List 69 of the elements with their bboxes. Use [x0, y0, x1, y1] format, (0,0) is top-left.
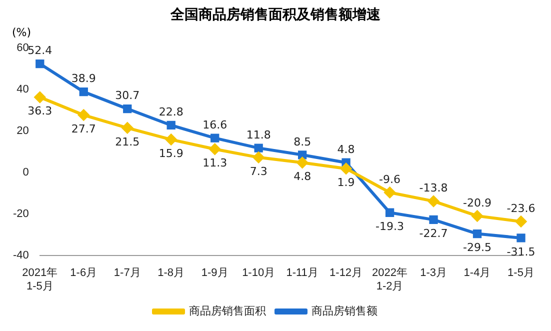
data-label: 27.7 — [71, 122, 96, 136]
point — [340, 163, 352, 174]
point — [210, 134, 220, 142]
x-tick-label: 1-5月 — [508, 267, 534, 280]
legend-label: 商品房销售面积 — [189, 304, 266, 318]
y-tick-label: 20 — [16, 125, 29, 138]
data-label: -22.7 — [419, 227, 448, 240]
data-label: -29.5 — [463, 241, 492, 254]
point — [166, 134, 177, 146]
point — [516, 216, 526, 228]
data-label: 38.9 — [71, 72, 96, 86]
x-tick-label: 1-12月 — [330, 267, 363, 280]
point — [78, 110, 90, 121]
x-tick-label: 1-8月 — [158, 267, 185, 280]
y-tick-label: 0 — [22, 166, 29, 179]
point — [166, 120, 176, 130]
x-tick-label: 1-9月 — [201, 267, 228, 280]
x-tick-label: 1-6月 — [70, 267, 98, 280]
x-tick-label: 1-11月 — [286, 267, 318, 280]
data-label: 16.6 — [202, 118, 228, 132]
x-tick-label: 2021年 1-5月 — [22, 267, 58, 292]
data-label: 15.9 — [158, 146, 184, 160]
point — [516, 234, 526, 242]
data-label: 4.8 — [294, 170, 312, 183]
data-label: -9.6 — [379, 172, 401, 186]
data-label: 11.8 — [246, 128, 271, 142]
data-label: -31.5 — [506, 245, 536, 258]
y-tick-label: -20 — [12, 208, 29, 220]
point — [123, 104, 132, 114]
y-tick-label: 60 — [16, 42, 29, 54]
data-label: -23.6 — [506, 202, 536, 215]
point — [472, 210, 483, 222]
data-label: 8.5 — [294, 135, 312, 148]
data-label: -19.3 — [376, 220, 404, 233]
point — [79, 87, 88, 96]
data-label: 36.3 — [28, 104, 52, 118]
x-tick-label: 2022年 1-2月 — [372, 267, 408, 292]
data-label: 30.7 — [115, 89, 140, 102]
y-tick-label: 40 — [16, 84, 29, 96]
x-tick-label: 1-10月 — [242, 267, 276, 280]
x-tick-label: 1-4月 — [464, 267, 491, 280]
point — [298, 150, 307, 160]
data-label: 1.9 — [337, 176, 355, 189]
point — [384, 186, 396, 198]
data-label: 7.3 — [250, 164, 268, 178]
data-label: 22.8 — [158, 106, 184, 119]
point — [34, 92, 46, 103]
point — [429, 215, 438, 224]
x-tick-label: 1-3月 — [420, 267, 447, 280]
data-label: 21.5 — [115, 135, 140, 148]
point — [122, 122, 133, 134]
point — [36, 59, 44, 68]
point — [209, 144, 220, 155]
data-label: -20.9 — [463, 196, 492, 210]
point — [428, 196, 440, 207]
point — [296, 157, 308, 168]
data-label: 4.8 — [337, 142, 355, 156]
point — [472, 229, 482, 238]
data-label: 11.3 — [202, 156, 228, 170]
y-axis-title: (%) — [12, 26, 32, 39]
y-tick-label: -40 — [12, 250, 29, 262]
legend-label: 商品房销售额 — [312, 304, 378, 318]
point — [254, 144, 263, 152]
chart-title: 全国商品房销售面积及销售额增速 — [170, 6, 382, 24]
data-label: -13.8 — [419, 182, 448, 195]
x-tick-label: 1-7月 — [114, 267, 141, 280]
point — [253, 152, 264, 163]
data-label: 52.4 — [28, 44, 52, 58]
point — [385, 208, 394, 217]
